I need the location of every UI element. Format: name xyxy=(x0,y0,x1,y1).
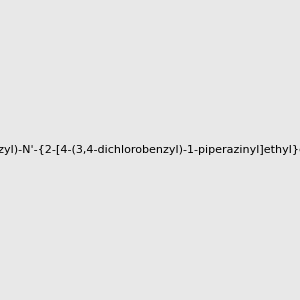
Text: N-(4-chlorobenzyl)-N'-{2-[4-(3,4-dichlorobenzyl)-1-piperazinyl]ethyl}ethanediami: N-(4-chlorobenzyl)-N'-{2-[4-(3,4-dichlor… xyxy=(0,145,300,155)
